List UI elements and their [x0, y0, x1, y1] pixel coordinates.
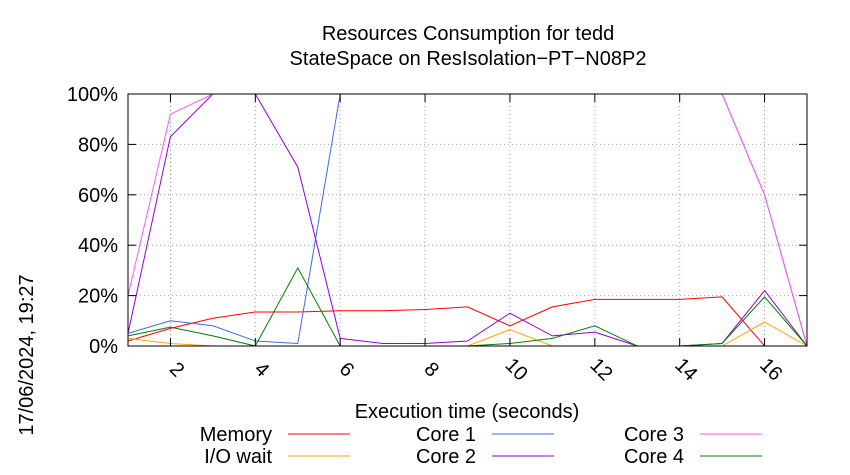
x-tick-label: 2: [165, 358, 188, 381]
series-line-memory: [127, 296, 807, 347]
y-tick-label: 20%: [78, 286, 118, 308]
y-tick-label: 0%: [89, 336, 118, 358]
legend-label: Memory: [200, 424, 272, 446]
series-line-i-o-wait: [127, 321, 808, 347]
x-tick-label: 4: [250, 358, 273, 381]
chart-title-line1: Resources Consumption for tedd: [322, 23, 614, 45]
gridlines: [128, 94, 807, 346]
series-line-core-1: [127, 93, 808, 347]
x-tick-label: 8: [420, 358, 443, 381]
x-tick-label: 14: [670, 354, 701, 385]
plot-border: [127, 93, 808, 347]
legend-label: Core 3: [624, 424, 684, 446]
timestamp-label: 17/06/2024, 19:27: [16, 274, 38, 435]
x-tick-label: 10: [501, 354, 532, 385]
y-tick-label: 100%: [67, 84, 118, 106]
chart-title-line2: StateSpace on ResIsolation−PT−N08P2: [290, 48, 647, 70]
y-tick-label: 40%: [78, 235, 118, 257]
x-tick-label: 12: [585, 354, 616, 385]
legend-label: Core 1: [416, 424, 476, 446]
x-axis-label: Execution time (seconds): [355, 401, 580, 423]
legend-label: I/O wait: [204, 446, 272, 468]
series-line-core-3: [127, 93, 808, 347]
y-tick-label: 80%: [78, 134, 118, 156]
series-lines: [127, 93, 808, 347]
legend-label: Core 2: [416, 446, 476, 468]
y-tick-label: 60%: [78, 185, 118, 207]
series-line-core-2: [127, 93, 808, 347]
x-tick-label: 16: [755, 354, 786, 385]
x-tick-label: 6: [335, 358, 358, 381]
legend-label: Core 4: [624, 446, 684, 468]
